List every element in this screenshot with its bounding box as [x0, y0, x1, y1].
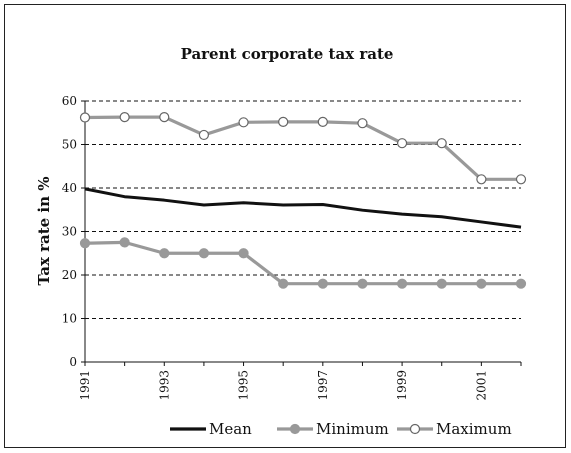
data-point-maximum: [317, 116, 328, 127]
series-line-minimum: [84, 240, 521, 286]
data-point-maximum: [476, 174, 487, 185]
data-point-maximum: [79, 112, 91, 123]
grid-lines: [85, 100, 521, 319]
data-point-minimum: [515, 278, 527, 289]
data-point-maximum: [396, 138, 408, 149]
data-point-maximum: [159, 111, 170, 123]
chart-title: Parent corporate tax rate: [181, 45, 394, 63]
chart-frame: [4, 4, 566, 448]
x-tick-label: 1995: [237, 370, 251, 401]
data-point-minimum: [436, 278, 447, 289]
x-tick-label: 2001: [474, 370, 488, 401]
legend-marker-minimum: [289, 423, 301, 435]
y-tick-label: 30: [62, 225, 77, 239]
y-axis-label: Tax rate in %: [35, 176, 53, 285]
data-point-minimum: [278, 278, 289, 289]
x-tick-label: 1999: [395, 370, 409, 401]
y-tick-label: 50: [62, 138, 77, 152]
y-tick-label: 20: [62, 268, 77, 282]
data-point-maximum: [238, 117, 249, 128]
data-point-minimum: [238, 248, 249, 259]
legend-label-minimum: Minimum: [316, 420, 389, 438]
data-point-maximum: [357, 118, 368, 129]
data-point-minimum: [159, 248, 170, 259]
legend-marker-maximum: [409, 423, 421, 435]
legend: Mean Minimum Maximum: [170, 420, 512, 438]
data-point-maximum: [198, 129, 210, 141]
data-point-maximum: [515, 174, 527, 185]
y-tick-label: 0: [69, 355, 77, 369]
data-point-minimum: [198, 248, 210, 259]
y-tick-label: 10: [62, 312, 77, 326]
legend-label-maximum: Maximum: [436, 420, 512, 438]
y-axis-ticks: 0 10 20 30 40 50 60: [62, 94, 85, 369]
x-tick-label: 1993: [157, 370, 171, 401]
data-point-minimum: [79, 238, 91, 249]
series-group: [79, 111, 527, 289]
data-point-maximum: [436, 138, 447, 149]
x-tick-label: 1997: [316, 370, 330, 401]
series-line-mean: [84, 187, 522, 229]
x-tick-label: 1991: [78, 370, 92, 401]
data-point-minimum: [396, 278, 408, 289]
data-point-minimum: [476, 278, 487, 289]
y-tick-label: 40: [62, 181, 77, 195]
y-tick-label: 60: [62, 94, 77, 108]
data-point-minimum: [317, 278, 328, 289]
data-point-maximum: [119, 111, 130, 123]
x-axis-ticks: 1991 1993 1995 1997 1999 2001: [78, 362, 522, 401]
data-point-minimum: [357, 278, 368, 289]
legend-label-mean: Mean: [209, 420, 252, 438]
series-line-maximum: [84, 115, 521, 181]
data-point-maximum: [278, 116, 289, 127]
data-point-minimum: [119, 237, 130, 248]
